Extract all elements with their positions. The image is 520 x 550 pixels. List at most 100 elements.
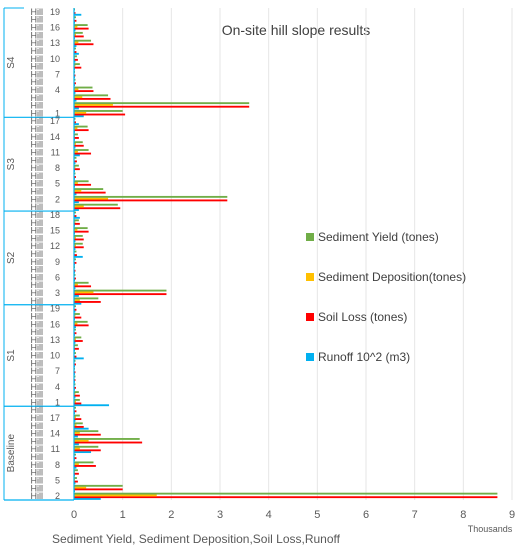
category-label: Hill [31, 7, 44, 17]
bar-soil-loss [74, 394, 80, 397]
bar-runoff [74, 451, 92, 454]
bar-soil-loss [74, 308, 77, 311]
x-tick-label: 3 [217, 509, 223, 521]
bar-sediment-yield [74, 55, 77, 58]
category-label: Hill [31, 366, 44, 376]
bar-soil-loss [74, 74, 76, 77]
category-number: 19 [50, 304, 60, 314]
bar-soil-loss [74, 379, 76, 381]
bar-deposition [74, 33, 76, 36]
bar-sediment-yield [74, 320, 88, 323]
bar-soil-loss [74, 363, 76, 366]
category-label: Hill [31, 452, 44, 462]
x-axis-label: Sediment Yield, Sediment Deposition,Soil… [52, 532, 341, 546]
bar-runoff [74, 107, 79, 110]
bar-deposition [74, 228, 78, 231]
category-number: 7 [55, 69, 60, 79]
bar-deposition [74, 314, 76, 317]
category-number: 14 [50, 429, 60, 439]
category-label: Hill [31, 147, 44, 157]
category-number: 19 [50, 7, 60, 17]
bar-soil-loss [74, 480, 78, 483]
bar-soil-loss [74, 113, 126, 116]
bar-soil-loss [74, 97, 111, 100]
category-label: Hill [31, 288, 44, 298]
category-number: 11 [51, 147, 60, 157]
category-label: Hill [31, 233, 44, 243]
category-label: Hill [31, 475, 44, 485]
bar-runoff [74, 216, 80, 219]
bar-soil-loss [74, 215, 77, 217]
bar-sediment-yield [74, 250, 77, 253]
bar-deposition [74, 64, 76, 67]
category-number: 5 [55, 475, 60, 485]
x-tick-label: 8 [460, 509, 466, 521]
x-axis-unit: Thousands [468, 524, 513, 534]
bar-sediment-yield [74, 234, 83, 237]
bar-runoff [74, 482, 76, 485]
bar-soil-loss [74, 238, 84, 241]
bar-sediment-yield [74, 453, 76, 456]
bar-soil-loss [74, 27, 89, 30]
category-label: Hill [31, 241, 44, 251]
category-number: 8 [55, 460, 60, 470]
category-label: Hill [31, 163, 44, 173]
bar-sediment-yield [74, 125, 88, 128]
bar-deposition [74, 41, 79, 44]
x-tick-label: 1 [120, 509, 126, 521]
bar-sediment-yield [74, 469, 78, 472]
category-label: Hill [31, 85, 44, 95]
bar-runoff [74, 248, 76, 250]
category-number: 4 [55, 382, 60, 392]
category-label: Hill [31, 93, 44, 103]
bar-runoff [74, 498, 101, 500]
bar-soil-loss [74, 316, 82, 319]
category-label: Hill [31, 319, 44, 329]
bar-runoff [74, 91, 76, 94]
bar-sediment-yield [74, 313, 80, 315]
bar-deposition [74, 416, 76, 419]
bar-soil-loss [74, 66, 82, 69]
bar-sediment-yield [74, 383, 76, 386]
bar-sediment-yield [74, 149, 89, 151]
category-label: Hill [31, 429, 44, 439]
category-number: 15 [50, 226, 60, 236]
bar-sediment-yield [74, 398, 80, 401]
bar-runoff [74, 201, 79, 204]
category-label: Hill [31, 343, 44, 353]
bar-sediment-yield [74, 344, 78, 347]
bar-sediment-yield [74, 422, 83, 425]
grid-layer [73, 8, 513, 500]
bar-runoff [74, 287, 76, 290]
bar-runoff [74, 341, 76, 344]
bar-runoff [74, 60, 76, 63]
category-label: Hill [31, 226, 44, 236]
category-label: Hill [31, 272, 44, 282]
bar-deposition [74, 392, 76, 395]
bar-sediment-yield [74, 445, 99, 448]
bar-deposition [74, 197, 109, 200]
bar-runoff [74, 404, 110, 407]
category-label: Hill [31, 491, 44, 501]
category-label: Hill [31, 140, 44, 150]
bar-soil-loss [74, 191, 106, 194]
bar-soil-loss [74, 355, 77, 358]
category-number: 9 [55, 257, 60, 267]
category-number: 17 [50, 413, 60, 423]
bar-soil-loss [74, 176, 76, 178]
bar-sediment-yield [74, 211, 76, 214]
category-number: 16 [50, 23, 60, 33]
bar-sediment-yield [74, 484, 123, 487]
axis-layer [3, 7, 75, 501]
bar-soil-loss [74, 449, 101, 452]
bar-sediment-yield [74, 94, 109, 97]
category-number: 1 [55, 108, 60, 118]
category-label: Hill [31, 15, 44, 25]
category-number: 2 [55, 491, 60, 501]
category-number: 3 [55, 288, 60, 298]
category-label: Hill [31, 358, 44, 368]
category-label: Hill [31, 77, 44, 87]
legend: Sediment Yield (tones) Sediment Depositio… [306, 230, 466, 364]
category-label: Hill [31, 265, 44, 275]
bar-soil-loss [74, 425, 84, 428]
